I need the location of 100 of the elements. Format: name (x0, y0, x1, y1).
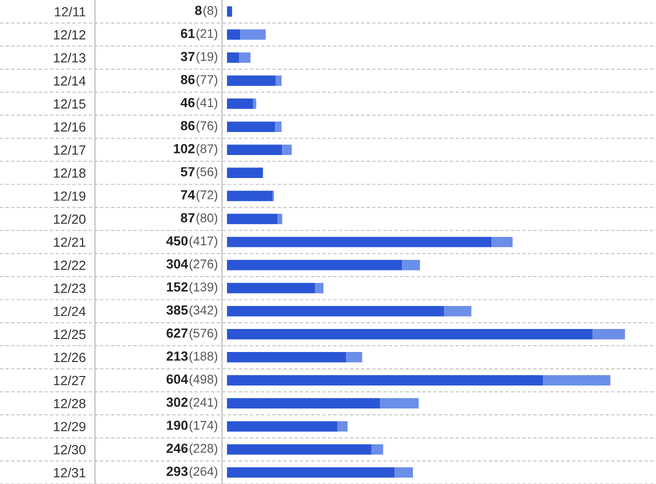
bar (227, 375, 544, 386)
bar (227, 282, 316, 294)
bar (402, 260, 420, 270)
y-tick-label: 12/20 (54, 214, 86, 224)
total-label: 302 (166, 398, 188, 407)
bar (227, 329, 593, 340)
total-label: 213 (166, 351, 188, 361)
data-label: (342) (190, 305, 218, 317)
y-tick-label: 12/12 (54, 30, 86, 40)
bar (337, 421, 348, 432)
total-label: 86 (180, 120, 195, 130)
bar (227, 236, 492, 248)
data-label: (76) (196, 120, 218, 133)
data-label: (276) (190, 259, 218, 271)
data-label: (8) (204, 6, 218, 18)
total-label: 8 (195, 6, 202, 16)
total-label: 246 (166, 444, 188, 453)
bar (372, 444, 384, 455)
total-label: 604 (166, 374, 188, 384)
data-label: (264) (190, 466, 218, 478)
total-label: 304 (166, 259, 188, 269)
bar (380, 398, 419, 409)
y-tick-label: 12/31 (54, 468, 86, 478)
y-tick-label: 12/13 (54, 52, 86, 63)
total-label: 46 (180, 98, 195, 108)
bar (227, 98, 254, 109)
data-label: (87) (196, 144, 218, 156)
y-tick-label: 12/16 (54, 122, 86, 132)
bar (227, 190, 273, 202)
bar (227, 6, 232, 17)
data-label: (228) (190, 444, 218, 456)
total-label: 627 (166, 328, 188, 338)
total-label: 293 (166, 466, 188, 476)
data-label: (139) (190, 282, 218, 294)
data-label: (72) (196, 190, 218, 202)
y-tick-label: 12/26 (54, 352, 86, 362)
data-label: (19) (196, 52, 218, 64)
bar (253, 98, 256, 109)
total-label: 190 (166, 420, 188, 430)
total-label: 102 (174, 144, 195, 154)
bar (240, 29, 266, 40)
y-tick-label: 12/30 (54, 444, 86, 454)
total-label: 74 (180, 190, 196, 200)
data-label: (80) (196, 213, 218, 225)
data-label: (56) (196, 167, 218, 179)
y-tick-label: 12/21 (54, 237, 86, 247)
data-label: (576) (190, 328, 218, 340)
y-tick-label: 12/17 (54, 145, 86, 155)
bar (394, 467, 413, 478)
bar (227, 306, 444, 316)
y-tick-label: 12/19 (54, 191, 86, 201)
data-label: (77) (196, 74, 218, 86)
total-label: 61 (180, 28, 195, 38)
bar (227, 214, 278, 224)
total-label: 86 (180, 74, 195, 84)
total-label: 152 (166, 282, 188, 292)
bar (492, 236, 513, 248)
y-tick-label: 12/29 (54, 422, 86, 432)
bar (227, 260, 402, 270)
bar (275, 122, 282, 132)
bar (227, 75, 276, 86)
total-label: 57 (180, 167, 194, 176)
bar (227, 352, 346, 362)
bar (227, 144, 282, 155)
y-tick-label: 12/24 (54, 306, 86, 316)
data-label: (241) (190, 398, 218, 410)
bar (227, 168, 263, 178)
y-tick-label: 12/27 (54, 376, 86, 386)
data-label: (498) (190, 374, 218, 386)
bar (276, 75, 282, 86)
y-tick-label: 12/25 (54, 329, 86, 340)
bar (592, 329, 625, 340)
y-tick-label: 12/28 (54, 398, 86, 408)
bar (444, 306, 472, 316)
total-label: 87 (180, 213, 194, 222)
total-label: 385 (166, 305, 188, 315)
total-label: 450 (166, 236, 188, 246)
data-label: (41) (196, 98, 218, 110)
bar (227, 467, 395, 478)
bar (282, 144, 292, 155)
y-tick-label: 12/14 (54, 76, 86, 86)
bar (227, 421, 338, 432)
bar (227, 398, 380, 409)
bar (239, 52, 250, 63)
data-label: (188) (190, 351, 218, 364)
bar (543, 375, 610, 386)
data-label: (174) (190, 420, 218, 432)
y-tick-label: 12/11 (54, 6, 86, 16)
y-tick-label: 12/22 (54, 260, 86, 270)
bar (346, 352, 362, 362)
bar (227, 52, 240, 63)
data-label: (21) (196, 28, 218, 40)
y-tick-label: 12/18 (54, 168, 86, 178)
y-tick-label: 12/15 (54, 98, 86, 109)
y-tick-label: 12/23 (54, 283, 86, 294)
bar (227, 122, 276, 132)
bar (315, 282, 324, 294)
data-label: (417) (190, 236, 218, 248)
bar (227, 444, 372, 455)
total-label: 37 (180, 52, 194, 62)
